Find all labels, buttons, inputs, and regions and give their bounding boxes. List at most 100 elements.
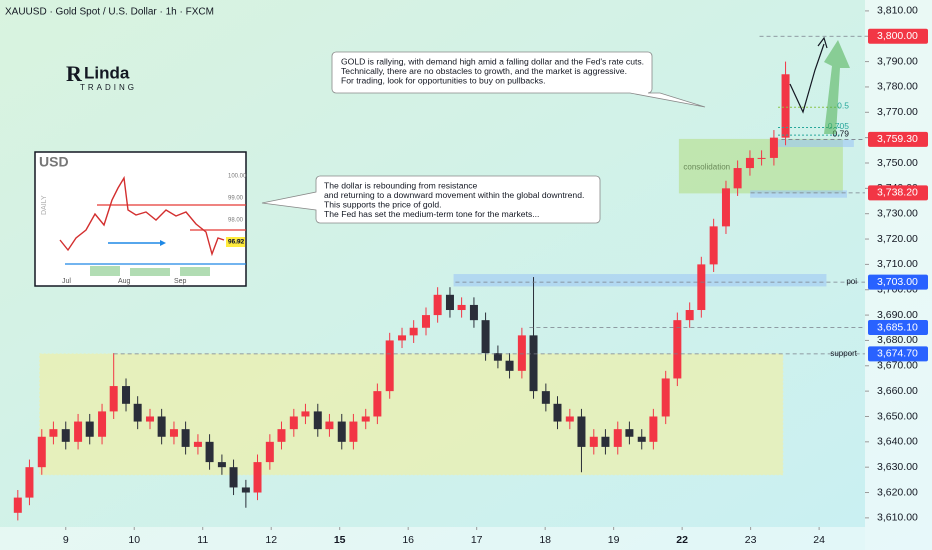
x-tick-label: 23 [745,534,757,546]
candle-body [193,441,202,447]
candle-body [337,421,346,442]
price-tag [868,346,928,362]
candle-body [493,353,502,361]
candle-body [745,157,754,169]
candle-body [85,421,94,437]
callout-line: For trading, look for opportunities to b… [341,75,545,85]
zone [750,190,848,198]
inset-last: 96.92 [228,239,245,246]
candle-body [577,416,586,447]
fib-label: 0.705 [828,121,850,131]
candle-body [61,429,70,442]
time-axis-bg [0,527,865,550]
candle-body [649,416,658,442]
candle-body [217,462,226,468]
candle-body [589,436,598,447]
projection [789,36,850,134]
candle-body [37,436,46,468]
candle-body [122,386,131,404]
candle-body [169,429,178,437]
y-tick-label: 3,690.00 [877,309,918,321]
y-tick-label: 3,670.00 [877,360,918,372]
fib-label: 0.79 [832,128,849,138]
candle-body [541,391,550,404]
candle-body [277,429,286,442]
candle-body [49,429,58,437]
y-tick-label: 3,610.00 [877,512,918,524]
candle-body [349,421,358,442]
y-tick-label: 3,640.00 [877,436,918,448]
callout-line: This supports the price of gold. [324,199,442,209]
candle-body [205,441,214,463]
candle-body [781,74,790,138]
price-tag-label: 3,703.00 [877,276,918,288]
candle-body [181,429,190,447]
inset-price: 100.00 [228,174,247,180]
zone [453,274,827,287]
logo: R Linda TRADING [66,61,134,92]
zone [678,138,843,194]
header-title: XAUUSD · Gold Spot / U.S. Dollar · 1h · … [5,7,214,18]
candle-body [361,416,370,422]
price-tag-label: 3,800.00 [877,30,918,42]
candle-body [709,226,718,265]
inset-title: USD [39,154,69,170]
x-tick-label: 11 [197,534,208,546]
candle-body [769,137,778,158]
candle-body [529,335,538,392]
x-tick-label: 22 [676,534,688,546]
callout-gold: GOLD is rallying, with demand high amid … [331,51,706,108]
inset-price: 98.00 [228,218,244,224]
candle-body [385,340,394,392]
inset-price: 97.00 [228,240,244,246]
candle-body [133,403,142,422]
y-tick-label: 3,780.00 [877,81,918,93]
candle-body [757,157,766,159]
price-tag-label: 3,759.30 [877,133,918,145]
fib-label: 0.5 [837,100,849,110]
candle-body [661,378,670,417]
callout-line: The Fed has set the medium-term tone for… [324,209,539,219]
inset-side: DAILY [41,195,48,215]
candle-body [673,320,682,379]
candle-body [157,416,166,437]
zone [775,139,854,148]
candle-body [733,168,742,189]
candle-body [301,411,310,417]
price-tag-label: 3,738.20 [877,187,918,199]
x-tick-label: 12 [265,534,277,546]
inset-price: 99.00 [228,196,244,202]
candle-body [109,386,118,412]
inset-month: Sep [174,278,187,285]
x-tick-label: 9 [63,534,69,546]
candle-body [241,487,250,493]
y-tick-label: 3,770.00 [877,106,918,118]
candle-body [98,411,107,437]
candle-body [505,360,514,371]
price-tag-label: 3,674.70 [877,348,918,360]
callout-line: GOLD is rallying, with demand high amid … [341,56,644,66]
y-tick-label: 3,790.00 [877,55,918,67]
logo-top: Linda [84,63,130,82]
x-tick-label: 19 [608,534,620,546]
candle-body [313,411,322,430]
x-tick-label: 18 [539,534,551,546]
callout-line: and returning to a downward movement wit… [324,190,584,200]
candle-body [481,320,490,354]
y-tick-label: 3,650.00 [877,410,918,422]
candle-body [433,294,442,316]
candle-body [553,403,562,422]
y-tick-label: 3,810.00 [877,5,918,17]
price-tag [868,274,928,290]
candle-body [517,335,526,371]
candle-body [637,436,646,442]
price-tag-label: 3,685.10 [877,321,918,333]
zone [39,353,784,476]
callout-dollar: The dollar is rebounding from resistance… [261,175,601,224]
candle-body [265,441,274,463]
candle-body [398,335,407,341]
price-tag [868,320,928,336]
candle-body [469,304,478,321]
x-tick-label: 17 [471,534,483,546]
